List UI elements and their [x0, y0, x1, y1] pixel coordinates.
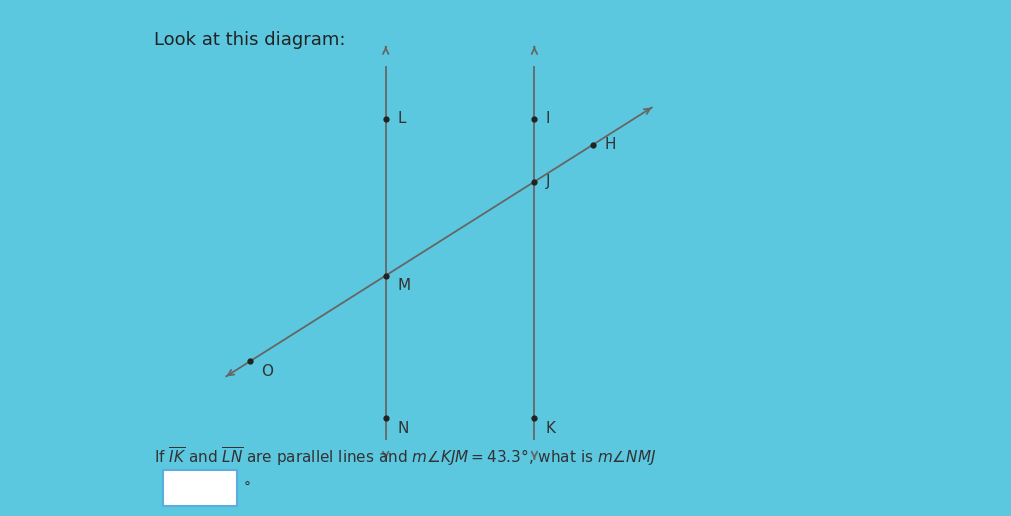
Text: J: J	[546, 174, 550, 189]
Text: °: °	[244, 480, 251, 495]
Text: I: I	[546, 111, 550, 126]
Text: O: O	[262, 364, 274, 379]
Text: K: K	[546, 421, 556, 436]
Text: If $\overline{IK}$ and $\overline{LN}$ are parallel lines and $m\angle KJM = 43.: If $\overline{IK}$ and $\overline{LN}$ a…	[154, 445, 656, 468]
Text: M: M	[397, 278, 410, 293]
FancyBboxPatch shape	[163, 470, 237, 506]
Text: L: L	[397, 111, 405, 126]
Text: Look at this diagram:: Look at this diagram:	[154, 31, 346, 49]
Text: N: N	[397, 421, 408, 436]
Text: H: H	[605, 137, 616, 152]
